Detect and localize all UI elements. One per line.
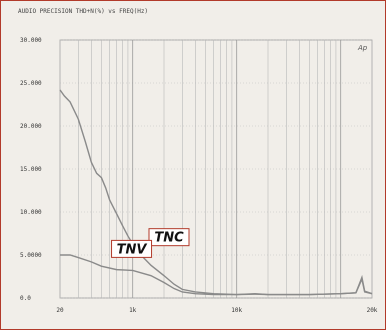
x-tick-label: 20k: [367, 307, 378, 314]
chart-title: AUDIO PRECISION THD+N(%) vs FREQ(Hz): [18, 8, 148, 15]
x-tick-label: 10k: [231, 307, 242, 314]
annotation-tnv: TNV: [111, 239, 153, 258]
grid: [59, 39, 373, 299]
annotation-label: TNC: [154, 231, 184, 246]
series-line-tnv: [60, 254, 373, 296]
annotations: TNC TNV: [111, 228, 190, 258]
annotation-tnc: TNC: [148, 228, 190, 247]
x-tick-label: 20: [56, 307, 64, 314]
ap-corner-label: Ap: [357, 44, 368, 52]
tick-labels: 0.0 5.0000 10.000 15.000 20.000 25.000 30.000 2…: [20, 37, 378, 314]
annotation-label: TNV: [117, 242, 148, 257]
y-tick-label: 25.000: [20, 80, 42, 87]
y-tick-label: 15.000: [20, 166, 42, 173]
series-line-tnc: [59, 89, 373, 296]
y-tick-label: 20.000: [20, 123, 42, 130]
y-tick-label: 5.0000: [20, 252, 42, 259]
y-tick-label: 10.000: [20, 209, 42, 216]
y-tick-label: 0.0: [20, 295, 31, 302]
annotation-box: [111, 239, 153, 258]
y-tick-label: 30.000: [20, 37, 42, 44]
annotation-box: [148, 228, 190, 247]
series-layer: [59, 89, 373, 296]
x-tick-label: 1k: [129, 307, 137, 314]
